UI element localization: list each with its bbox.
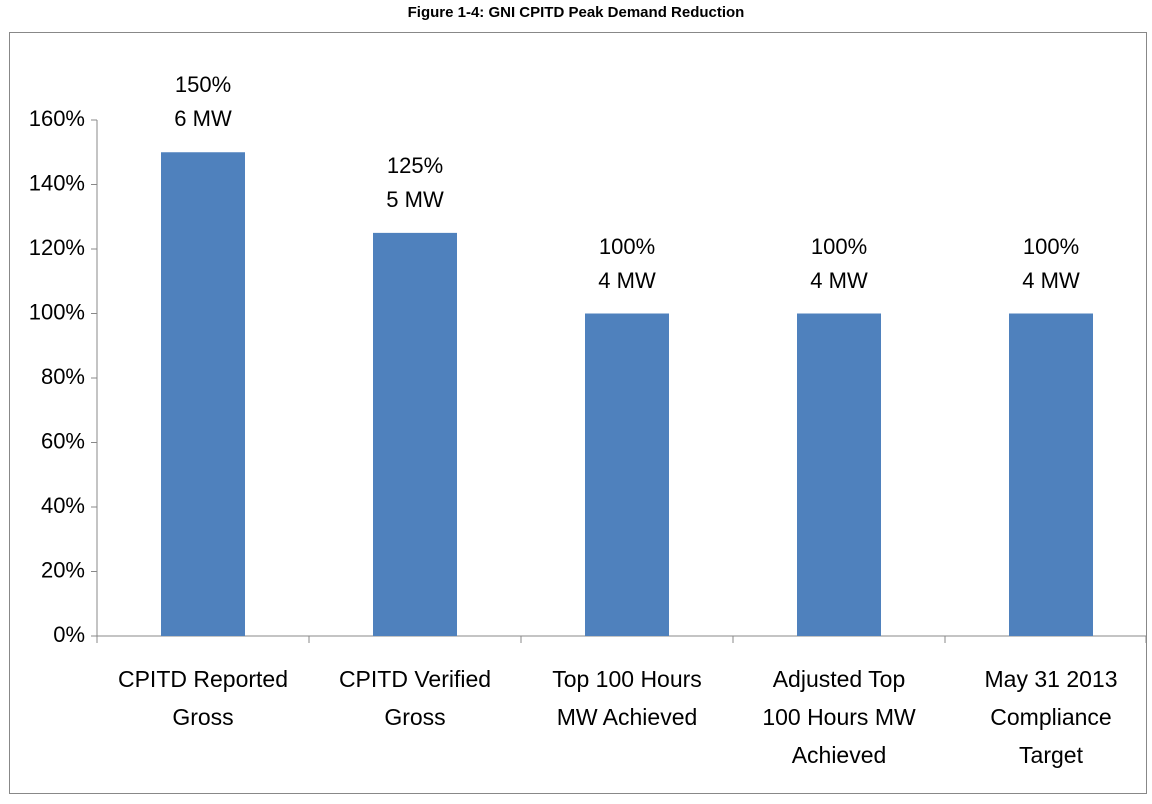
x-tick-label: Adjusted Top 100 Hours MW Achieved bbox=[762, 666, 916, 768]
y-tick-label: 120% bbox=[29, 235, 85, 260]
x-tick-label: May 31 2013 Compliance Target bbox=[984, 666, 1118, 768]
mw-label: 4 MW bbox=[598, 267, 656, 293]
value-label: 100% bbox=[1022, 233, 1080, 259]
bar bbox=[373, 232, 457, 636]
x-tick-label: Top 100 Hours MW Achieved bbox=[552, 666, 702, 730]
y-tick-label: 40% bbox=[41, 493, 85, 518]
bar bbox=[161, 152, 245, 636]
y-tick-label: 80% bbox=[41, 364, 85, 389]
bar bbox=[585, 313, 669, 636]
mw-label: 5 MW bbox=[386, 186, 444, 212]
mw-label: 4 MW bbox=[810, 267, 868, 293]
value-label: 100% bbox=[810, 233, 868, 259]
mw-label: 6 MW bbox=[174, 106, 232, 132]
y-tick-label: 60% bbox=[41, 428, 85, 453]
value-label: 100% bbox=[598, 233, 656, 259]
bar bbox=[1009, 313, 1093, 636]
x-tick-label: CPITD Reported Gross bbox=[117, 666, 288, 730]
bar bbox=[797, 313, 881, 636]
y-tick-label: 140% bbox=[29, 170, 85, 195]
chart-title: Figure 1-4: GNI CPITD Peak Demand Reduct… bbox=[407, 4, 745, 21]
x-tick-label: CPITD Verified Gross bbox=[338, 666, 492, 730]
y-tick-label: 160% bbox=[29, 106, 85, 131]
chart-frame bbox=[9, 32, 1147, 794]
value-label: 125% bbox=[386, 152, 444, 178]
y-tick-label: 100% bbox=[29, 299, 85, 324]
value-label: 150% bbox=[174, 72, 232, 98]
y-tick-label: 0% bbox=[53, 622, 85, 647]
mw-label: 4 MW bbox=[1022, 267, 1080, 293]
y-tick-label: 20% bbox=[41, 557, 85, 582]
